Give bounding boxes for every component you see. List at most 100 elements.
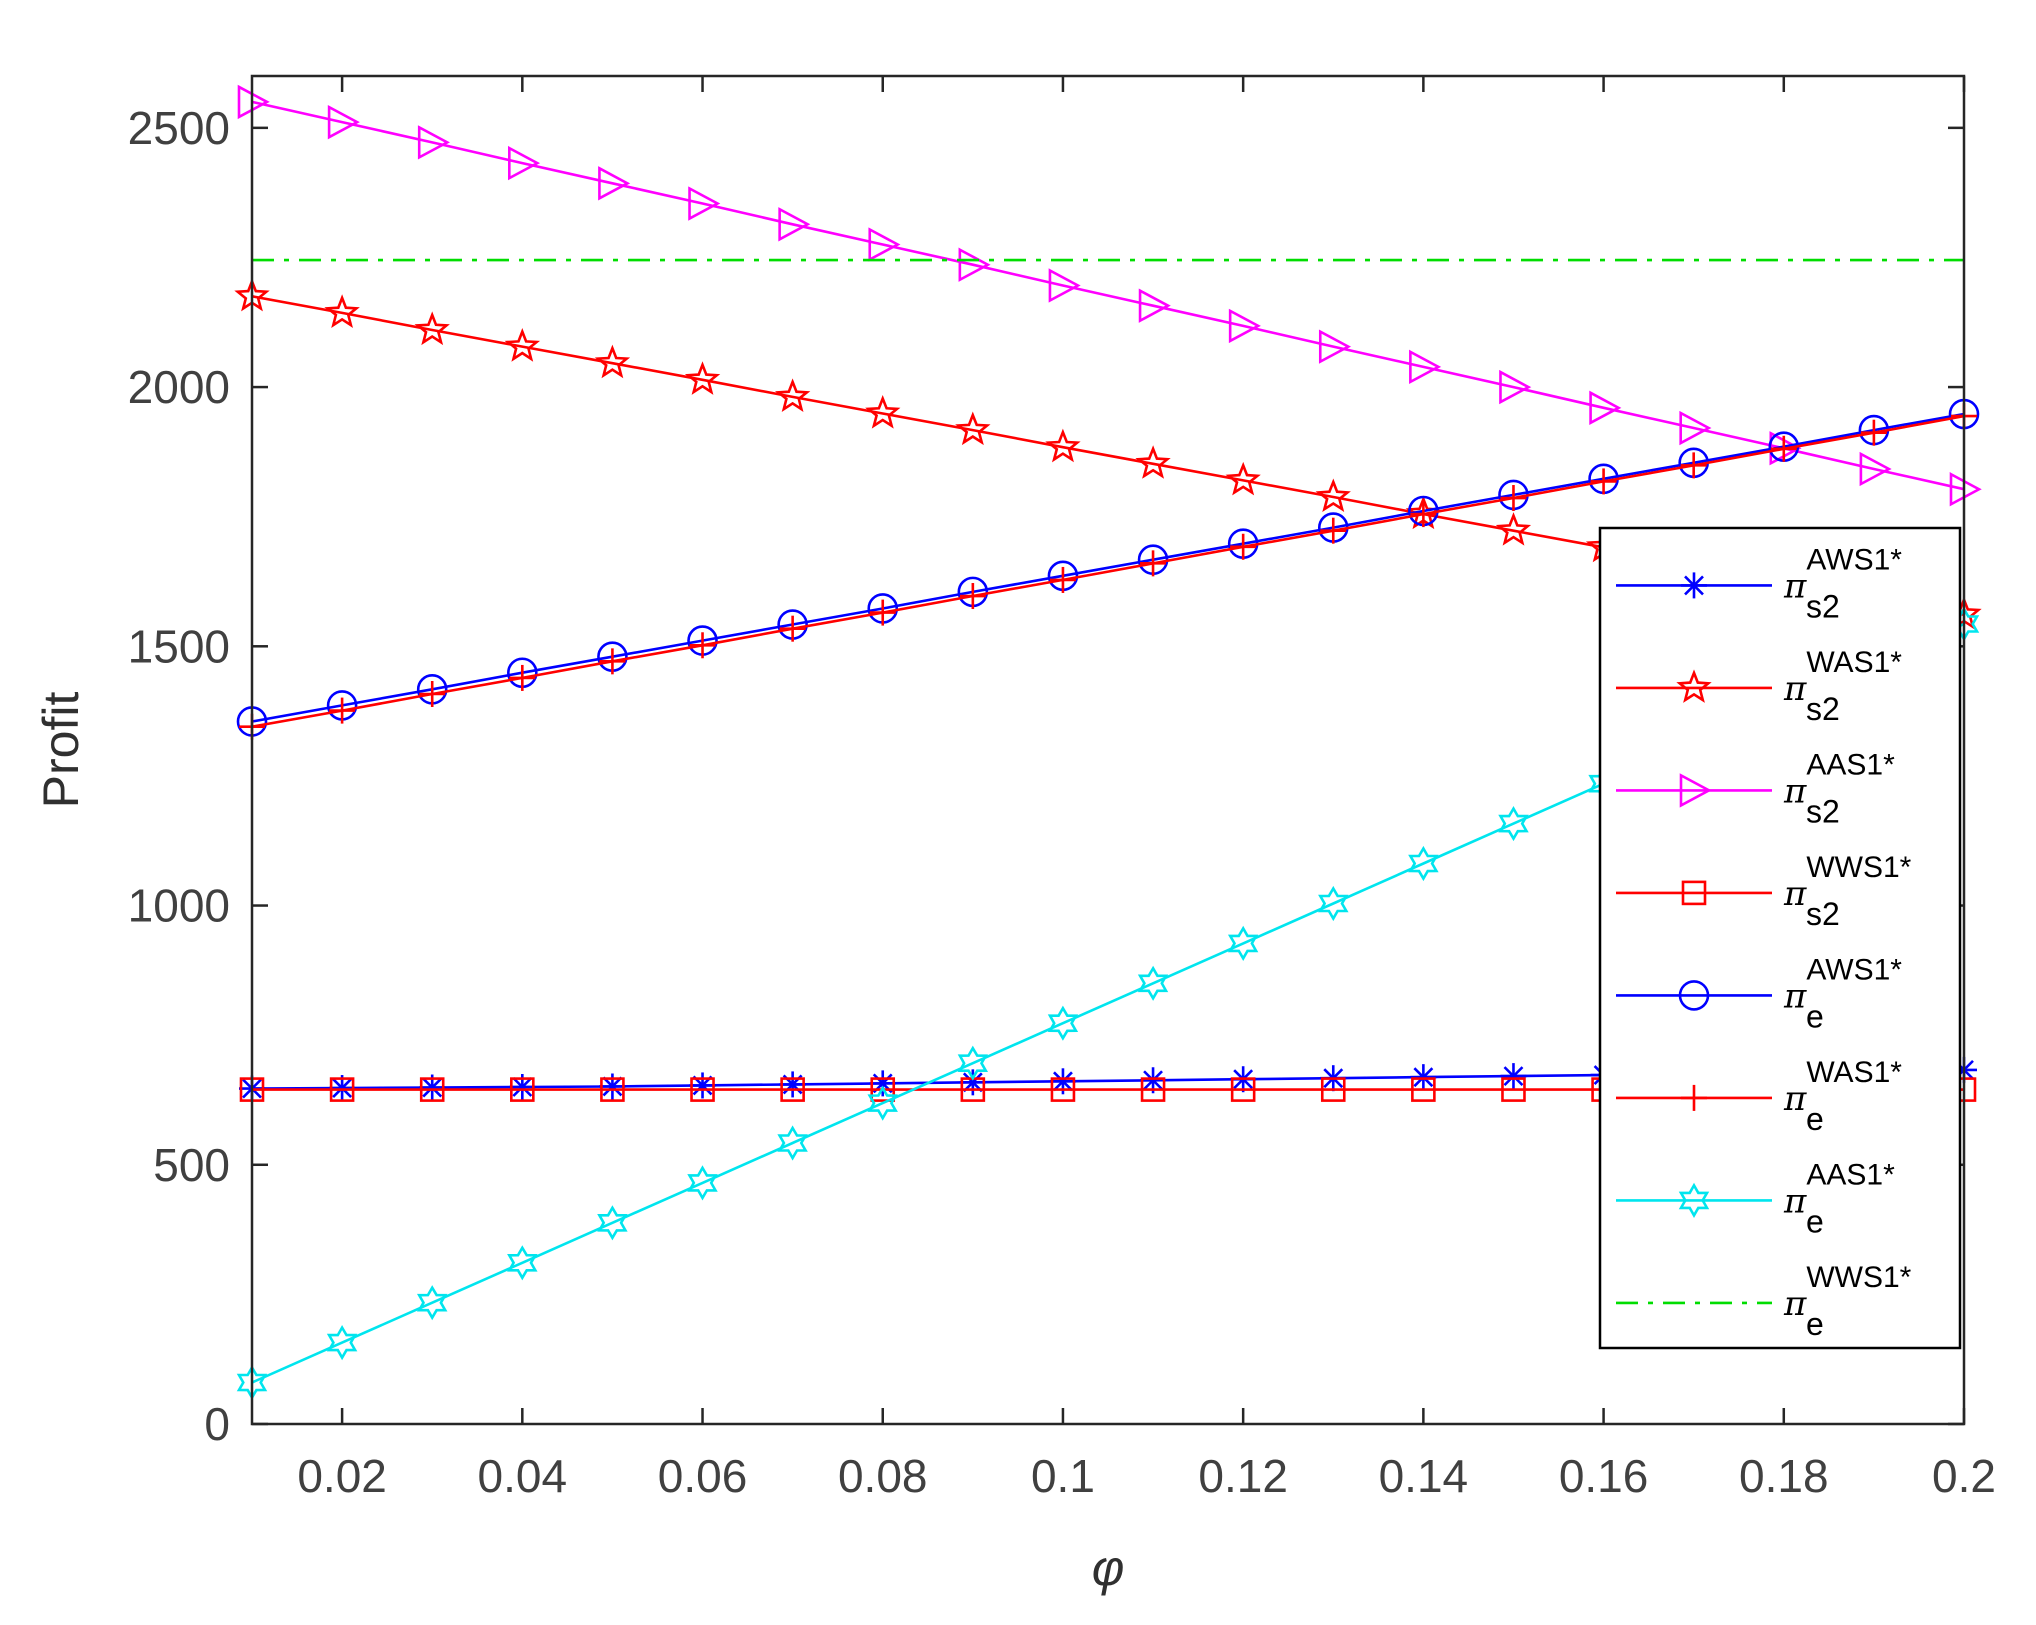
series-aas1-e-point <box>1137 965 1169 1001</box>
series-aas1-s2-point <box>1228 308 1261 344</box>
legend-label: πAAS1* s2 <box>1783 748 1895 829</box>
series-aas1-s2-point <box>417 125 450 160</box>
series-aas1-s2-point <box>1499 369 1532 405</box>
series-was1-e-point <box>1410 501 1437 528</box>
series-was1-e-point <box>689 632 716 659</box>
legend-marker <box>1678 980 1710 1011</box>
series-aas1-s2-point <box>1859 451 1892 487</box>
series-aas1-e-point <box>1318 885 1349 922</box>
series-aas1-s2-point <box>327 104 360 140</box>
legend-label: πWAS1* e <box>1783 1056 1902 1137</box>
x-tick-label: 0.1 <box>1031 1450 1095 1502</box>
x-tick-label: 0.16 <box>1559 1450 1649 1502</box>
legend-entry: πWWS1* s2 <box>1616 851 1912 932</box>
legend-box <box>1598 526 1962 1350</box>
x-tick-label: 0.18 <box>1739 1450 1829 1502</box>
series-was1-e-point <box>509 664 536 691</box>
series-aas1-e-point <box>777 1125 808 1161</box>
series-was1-s2-point <box>1225 461 1261 496</box>
series-was1-s2-point <box>324 294 360 328</box>
x-tick-label: 0.12 <box>1198 1450 1288 1502</box>
series-was1-s2-point <box>594 344 631 379</box>
x-tick-label: 0.02 <box>297 1450 387 1502</box>
series-was1-s2-point <box>504 328 541 362</box>
series-aws1-s2-point <box>1500 1063 1527 1090</box>
series-aas1-s2-point <box>1409 349 1442 385</box>
legend-label: πAWS1* s2 <box>1783 543 1902 624</box>
series-was1-s2-point <box>1135 445 1171 479</box>
x-tick-label: 0.04 <box>478 1450 568 1502</box>
series-was1-e-point <box>419 681 446 708</box>
series-aas1-s2-point <box>778 207 811 242</box>
series-wws1-s2-point <box>780 1077 805 1102</box>
series-was1-s2-point <box>414 311 450 346</box>
ticks-layer: 0.02 0.04 0.06 0.08 0.1 0.12 0.14 0.16 0.18 0.2 0 5… <box>128 76 1996 1502</box>
legend-marker <box>1679 773 1712 808</box>
series-aws1-s2-point <box>509 1074 536 1100</box>
legend-label: πWWS1* e <box>1783 1261 1912 1342</box>
y-tick-label: 2500 <box>128 102 230 154</box>
series-wws1-s2-point <box>870 1077 896 1102</box>
y-tick-label: 1000 <box>128 880 230 932</box>
series-was1-e-point <box>599 648 626 675</box>
y-tick-label: 1500 <box>128 620 230 672</box>
legend-entry: πAAS1* s2 <box>1616 748 1895 829</box>
series-was1-e-line <box>251 414 1965 728</box>
legend-marker <box>1681 572 1707 599</box>
series-aas1-s2-point <box>958 247 991 282</box>
x-tick-label: 0.06 <box>658 1450 748 1502</box>
series-was1-e-point <box>1500 485 1527 512</box>
series-was1-e-point <box>779 615 806 642</box>
series-was1-e-point <box>1770 435 1797 462</box>
series-was1-e-point <box>1860 419 1887 446</box>
series-aas1-s2-point <box>1318 329 1352 364</box>
series-wws1-s2-point <box>329 1077 355 1102</box>
series-aas1-s2-point <box>688 186 721 221</box>
legend-marker <box>1678 1182 1710 1219</box>
series-was1-s2-point <box>684 361 721 395</box>
series-wws1-s2-point <box>1501 1077 1526 1102</box>
series-wws1-s2-point <box>419 1077 445 1102</box>
series-aas1-e-point <box>416 1285 448 1321</box>
series-aas1-s2-point <box>1048 268 1081 303</box>
series-wws1-s2-point <box>1411 1077 1436 1102</box>
legend-entry: πWAS1* s2 <box>1616 646 1902 727</box>
series-was1-e-point <box>1320 517 1347 544</box>
legend-label: πAWS1* e <box>1783 953 1902 1034</box>
series-wws1-s2-point <box>1050 1077 1076 1102</box>
series-wws1-s2-point <box>600 1077 625 1102</box>
series-wws1-s2-point <box>1230 1077 1256 1102</box>
series-aas1-e-point <box>687 1165 718 1201</box>
series-was1-e-point <box>959 583 986 610</box>
series-aas1-e-point <box>326 1325 358 1361</box>
series-aas1-e-point <box>507 1245 538 1281</box>
series-aas1-s2-point <box>508 145 541 181</box>
series-aws1-s2-point <box>1410 1064 1437 1091</box>
series-was1-e <box>239 403 1977 740</box>
legend-marker <box>1681 1084 1707 1111</box>
series-aas1-s2-point <box>1679 410 1712 446</box>
legend-label: πWAS1* s2 <box>1783 646 1902 727</box>
series-was1-s2-point <box>775 378 811 412</box>
series-aas1-e-point <box>597 1205 628 1241</box>
x-tick-label: 0.14 <box>1379 1450 1469 1502</box>
series-wws1-s2-point <box>1140 1077 1166 1102</box>
series-was1-e-point <box>1680 452 1707 479</box>
series-wws1-s2-point <box>510 1077 535 1102</box>
series-was1-s2-point <box>865 394 901 429</box>
legend-label: πWWS1* s2 <box>1783 851 1912 932</box>
x-axis-label: φ <box>1092 1540 1125 1596</box>
x-tick-label: 0.08 <box>838 1450 928 1502</box>
y-tick-label: 2000 <box>128 361 230 413</box>
legend-entry: πAAS1* e <box>1616 1158 1895 1239</box>
legend-entry: πWAS1* e <box>1616 1056 1902 1137</box>
series-aas1-e-point <box>1498 806 1529 842</box>
series-was1-e-point <box>1230 533 1257 560</box>
legend-marker <box>1676 669 1712 703</box>
series-aas1-s2-point <box>868 227 901 262</box>
series-aas1-s2-point <box>598 166 631 201</box>
series-aas1-s2-point <box>1138 288 1171 323</box>
legend-entry: πAWS1* e <box>1616 953 1902 1034</box>
series-aas1-e-point <box>957 1045 989 1081</box>
